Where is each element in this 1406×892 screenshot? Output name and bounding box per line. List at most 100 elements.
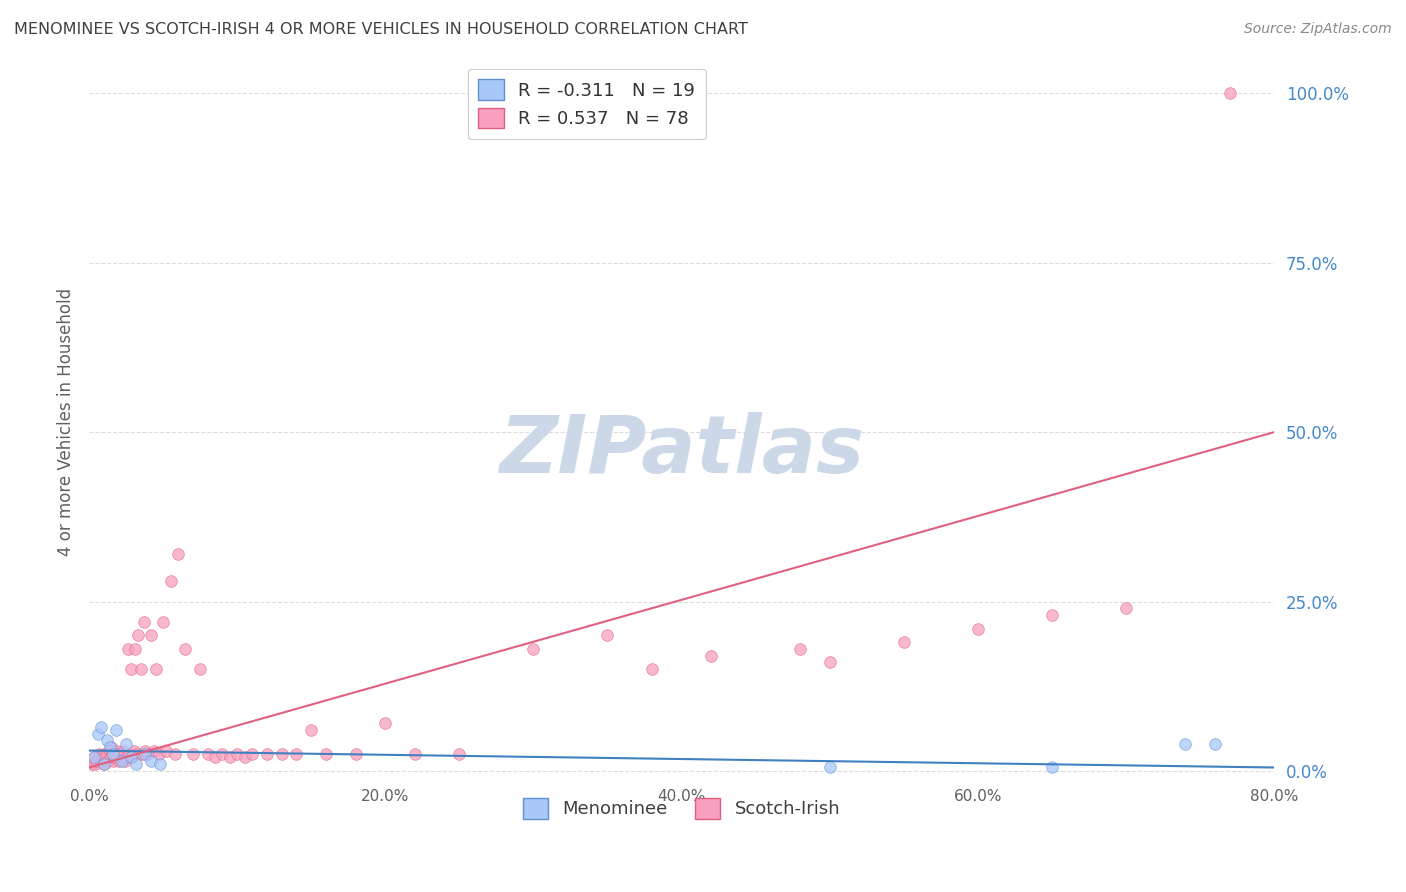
Point (125, 757, 148, 772)
Point (98, 743, 121, 757)
Point (93, 747, 115, 761)
Point (90, 720, 112, 734)
Point (596, 628, 619, 642)
Point (152, 615, 174, 629)
Y-axis label: 4 or more Vehicles in Household: 4 or more Vehicles in Household (58, 288, 75, 556)
Point (522, 642, 544, 657)
Point (115, 737, 138, 751)
Point (181, 747, 204, 761)
Point (100, 740, 122, 755)
Point (1040, 760, 1063, 774)
Point (111, 754, 134, 768)
Point (700, 648, 723, 663)
Point (91, 750, 114, 764)
Point (120, 662, 142, 676)
Point (155, 743, 177, 757)
Point (966, 622, 988, 636)
Point (167, 547, 190, 561)
Point (148, 747, 170, 761)
Point (98, 740, 121, 755)
Point (285, 747, 308, 761)
Point (1040, 608, 1063, 623)
Point (112, 743, 135, 757)
Point (174, 642, 197, 657)
Point (105, 743, 128, 757)
Point (96, 733, 118, 747)
Point (233, 750, 256, 764)
Point (129, 662, 152, 676)
Point (80, 757, 103, 772)
Point (143, 743, 166, 757)
Point (204, 750, 226, 764)
Point (149, 757, 172, 772)
Point (1174, 737, 1197, 751)
Point (1219, 87, 1241, 101)
Point (84, 757, 107, 772)
Point (89, 747, 111, 761)
Point (136, 747, 159, 761)
Point (818, 656, 841, 670)
Point (90, 754, 112, 768)
Point (86, 754, 108, 768)
Text: MENOMINEE VS SCOTCH-IRISH 4 OR MORE VEHICLES IN HOUSEHOLD CORRELATION CHART: MENOMINEE VS SCOTCH-IRISH 4 OR MORE VEHI… (14, 22, 748, 37)
Point (104, 723, 127, 738)
Point (97, 754, 120, 768)
Point (344, 747, 367, 761)
Point (132, 615, 155, 629)
Point (125, 747, 148, 761)
Point (131, 747, 153, 761)
Point (108, 747, 131, 761)
Point (449, 747, 471, 761)
Point (121, 750, 143, 764)
Point (100, 750, 122, 764)
Point (188, 662, 211, 676)
Point (111, 750, 134, 764)
Point (145, 662, 167, 676)
Point (163, 747, 186, 761)
Point (104, 747, 127, 761)
Point (789, 642, 811, 657)
Text: ZIPatlas: ZIPatlas (499, 412, 865, 490)
Point (141, 754, 163, 768)
Point (118, 747, 141, 761)
Point (107, 754, 129, 768)
Point (115, 750, 138, 764)
Point (270, 747, 292, 761)
Point (114, 754, 136, 768)
Point (1204, 737, 1226, 751)
Point (641, 662, 664, 676)
Legend: Menominee, Scotch-Irish: Menominee, Scotch-Irish (516, 791, 848, 826)
Point (93, 757, 115, 772)
Point (134, 743, 156, 757)
Point (94, 750, 117, 764)
Point (141, 628, 163, 642)
Point (404, 747, 426, 761)
Point (211, 747, 233, 761)
Point (120, 750, 142, 764)
Point (315, 747, 337, 761)
Point (134, 747, 156, 761)
Point (101, 754, 124, 768)
Point (87, 750, 110, 764)
Point (197, 747, 219, 761)
Point (256, 747, 278, 761)
Point (103, 750, 125, 764)
Point (83, 750, 105, 764)
Point (124, 642, 146, 657)
Point (893, 635, 915, 649)
Point (159, 574, 181, 589)
Point (101, 747, 124, 761)
Point (96, 747, 118, 761)
Text: Source: ZipAtlas.com: Source: ZipAtlas.com (1244, 22, 1392, 37)
Point (818, 760, 841, 774)
Point (240, 747, 263, 761)
Point (1115, 601, 1137, 615)
Point (117, 642, 139, 657)
Point (374, 716, 396, 731)
Point (299, 723, 322, 738)
Point (122, 743, 145, 757)
Point (127, 628, 149, 642)
Point (83, 750, 105, 764)
Point (87, 726, 110, 740)
Point (226, 747, 249, 761)
